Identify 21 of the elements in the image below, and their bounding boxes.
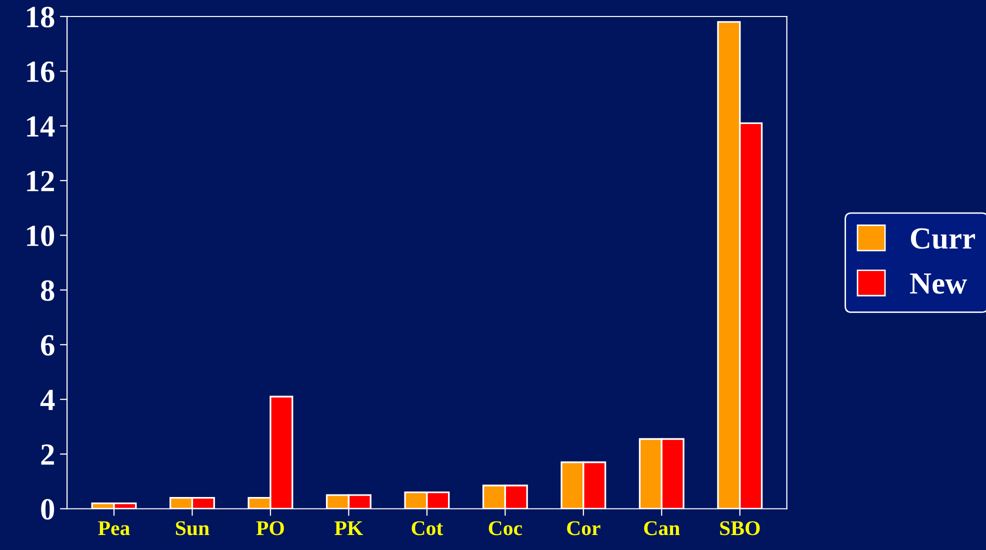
legend-label: New [910, 273, 967, 294]
x-tick-label: SBO [720, 521, 760, 536]
y-tick-label: 16 [27, 62, 54, 82]
legend-label: Curr [910, 228, 975, 249]
y-tick-label: 4 [40, 390, 55, 410]
y-tick-label: 2 [41, 444, 54, 465]
y-tick-label: 10 [27, 226, 54, 246]
y-tick-label: 0 [41, 499, 54, 520]
x-tick-label: Coc [488, 521, 522, 536]
y-tick-label: 8 [40, 280, 54, 301]
x-tick-label: Cot [412, 521, 444, 536]
y-tick-label: 12 [27, 170, 54, 192]
y-tick-label: 6 [41, 335, 54, 356]
y-tick-label: 14 [27, 116, 55, 136]
x-tick-label: Pea [98, 521, 130, 536]
x-tick-label: PO [256, 521, 284, 536]
y-tick-label: 18 [27, 6, 54, 28]
x-tick-label: Can [644, 521, 680, 536]
x-tick-label: Sun [176, 521, 210, 536]
x-tick-label: PK [334, 521, 364, 536]
x-tick-label: Cor [567, 521, 600, 536]
